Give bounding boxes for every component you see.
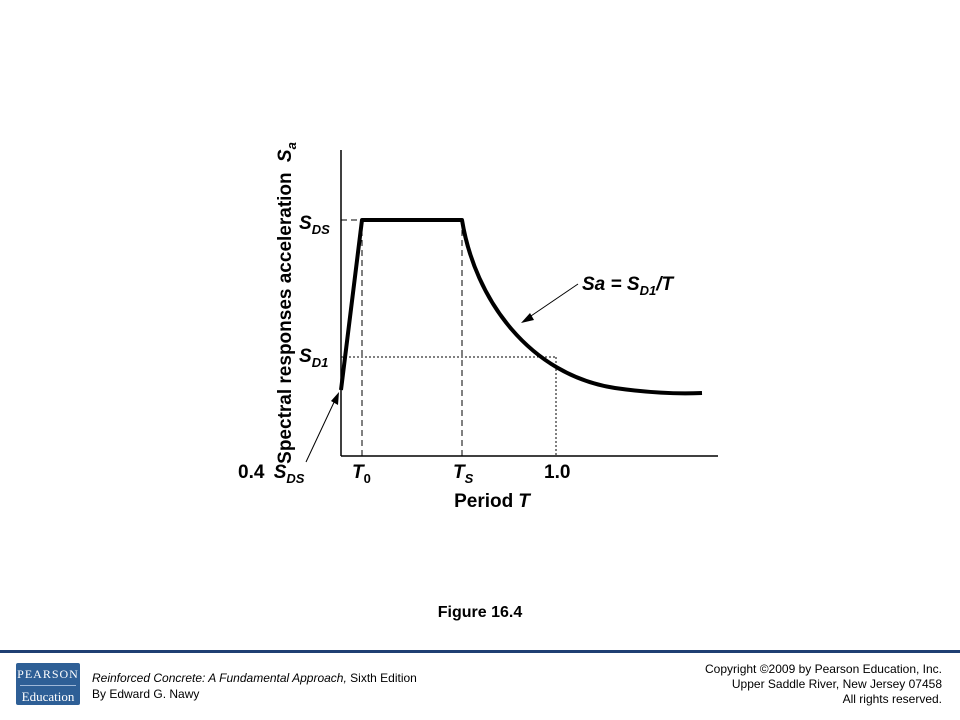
book-title-line: Reinforced Concrete: A Fundamental Appro…: [92, 670, 417, 686]
arrow-head-curve: [521, 313, 534, 323]
y-tick-sd1: SD1: [299, 346, 328, 370]
logo-top-text: PEARSON: [17, 667, 79, 681]
y-axis-label: Spectral responses acceleration Sa: [275, 142, 299, 464]
copyright-line: Copyright ©2009 by Pearson Education, In…: [705, 662, 942, 676]
pointer-arrow-curve: [527, 283, 579, 319]
book-edition: Sixth Edition: [346, 671, 417, 685]
rights-line: All rights reserved.: [842, 692, 942, 706]
figure-caption: Figure 16.4: [437, 604, 523, 621]
pearson-logo: PEARSON Education: [16, 663, 80, 705]
y-tick-sds: SDS: [299, 213, 330, 237]
book-info: Reinforced Concrete: A Fundamental Appro…: [92, 670, 417, 702]
arrow-head-04sds: [331, 392, 339, 405]
x-tick-one: 1.0: [544, 462, 570, 483]
book-author: By Edward G. Nawy: [92, 687, 200, 701]
address-line: Upper Saddle River, New Jersey 07458: [731, 677, 942, 691]
copyright-info: Copyright ©2009 by Pearson Education, In…: [705, 662, 942, 707]
logo-bottom-text: Education: [21, 689, 75, 704]
book-title: Reinforced Concrete: A Fundamental Appro…: [92, 671, 347, 685]
x-tick-ts: TS: [453, 462, 474, 486]
footer-divider: [0, 650, 960, 653]
x-axis-label: Period T: [454, 491, 531, 512]
curve-annotation: Sa = SD1/T: [582, 274, 674, 298]
logo-separator: [20, 685, 76, 686]
y-tick-04sds: 0.4 SDS: [238, 462, 305, 486]
response-spectrum-curve: [339, 218, 703, 396]
pointer-arrow-04sds: [305, 397, 337, 463]
x-tick-t0: T0: [352, 462, 371, 486]
